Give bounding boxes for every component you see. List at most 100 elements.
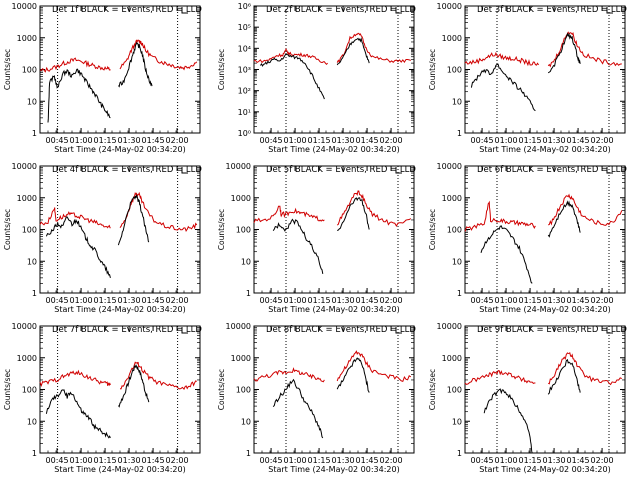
panel-title: Det 2f BLACK = Events, RED = LLD xyxy=(266,5,416,15)
x-axis-label: Start Time (24-May-02 00:34:20) xyxy=(54,145,185,154)
lld-series-line-2 xyxy=(336,190,412,228)
events-series-line-2 xyxy=(336,37,370,66)
y-tick-label: 1000 xyxy=(17,354,37,363)
panel-title: Det 8f BLACK = Events, RED = LLD xyxy=(266,325,416,335)
lld-series-line-2 xyxy=(336,350,412,383)
y-tick-label: 10 xyxy=(241,417,251,426)
x-tick-label: 00:45 xyxy=(260,456,283,465)
panel-title: Det 6f BLACK = Events, RED = LLD xyxy=(477,165,627,175)
panel-title: Det 7f BLACK = Events, RED = LLD xyxy=(52,325,202,335)
legend-marker xyxy=(395,167,402,174)
x-tick-label: 00:45 xyxy=(471,296,494,305)
detector-panel-5: Det 5f BLACK = Events, RED = LLD 1 10 100 10… xyxy=(217,162,416,314)
y-tick-label: 10 xyxy=(452,417,462,426)
legend-marker xyxy=(606,167,613,174)
plot-frame xyxy=(253,325,415,454)
x-tick-label: 01:30 xyxy=(332,296,355,305)
x-tick-label: 01:00 xyxy=(495,296,518,305)
y-tick-label: 1 xyxy=(32,449,37,458)
y-tick-label: 100 xyxy=(236,226,251,235)
events-series-line-2 xyxy=(547,32,581,74)
events-series-line-2 xyxy=(118,364,150,408)
y-axis-label: Counts/sec xyxy=(428,209,437,250)
x-tick-label: 01:45 xyxy=(567,296,590,305)
x-tick-label: 01:45 xyxy=(142,456,165,465)
y-tick-label: 1 xyxy=(457,449,462,458)
y-axis-label: Counts/sec xyxy=(217,369,226,410)
x-tick-label: 01:15 xyxy=(519,296,542,305)
y-tick-label: 1000 xyxy=(231,354,251,363)
x-tick-label: 00:45 xyxy=(471,136,494,145)
y-tick-label: 10000 xyxy=(226,322,251,331)
y-tick-label: 100 xyxy=(22,386,37,395)
x-tick-label: 02:00 xyxy=(591,136,614,145)
events-series-line-1 xyxy=(470,63,536,112)
x-tick-label: 01:45 xyxy=(142,296,165,305)
y-axis-label: Counts/sec xyxy=(428,49,437,90)
x-axis-label: Start Time (24-May-02 00:34:20) xyxy=(268,305,399,314)
lld-series-line-2 xyxy=(119,39,198,71)
y-tick-label: 1000 xyxy=(231,194,251,203)
x-axis-label: Start Time (24-May-02 00:34:20) xyxy=(268,465,399,474)
lld-series-line-1 xyxy=(39,207,111,229)
lld-series-line-2 xyxy=(548,193,623,226)
panel-title: Det 3f BLACK = Events, RED = LLD xyxy=(477,5,627,15)
x-tick-label: 01:15 xyxy=(94,296,117,305)
x-tick-label: 01:15 xyxy=(94,136,117,145)
x-tick-label: 01:15 xyxy=(308,296,331,305)
x-axis-label: Start Time (24-May-02 00:34:20) xyxy=(54,465,185,474)
plot-frame xyxy=(464,5,626,134)
events-series-line-2 xyxy=(337,197,370,231)
events-series-line-1 xyxy=(272,378,324,439)
y-tick-label: 10⁴ xyxy=(238,44,251,53)
x-tick-label: 01:45 xyxy=(142,136,165,145)
plot-frame xyxy=(253,5,415,134)
x-tick-label: 02:00 xyxy=(380,136,403,145)
y-axis-label: Counts/sec xyxy=(3,369,12,410)
y-tick-label: 1 xyxy=(32,289,37,298)
y-tick-label: 1 xyxy=(246,449,251,458)
y-tick-label: 10000 xyxy=(437,322,462,331)
y-tick-label: 10000 xyxy=(12,322,37,331)
x-axis-label: Start Time (24-May-02 00:34:20) xyxy=(479,465,610,474)
y-tick-label: 100 xyxy=(447,66,462,75)
x-tick-label: 02:00 xyxy=(166,456,189,465)
y-tick-label: 1 xyxy=(457,289,462,298)
x-tick-label: 01:30 xyxy=(332,136,355,145)
x-tick-label: 01:00 xyxy=(495,136,518,145)
lld-series-line-1 xyxy=(464,370,536,385)
events-series-line-1 xyxy=(483,388,533,454)
lld-series-line-1 xyxy=(253,205,325,223)
lld-series-line-2 xyxy=(119,191,198,232)
plot-frame xyxy=(464,325,626,454)
y-tick-label: 1 xyxy=(32,129,37,138)
y-tick-label: 1000 xyxy=(442,194,462,203)
x-tick-label: 00:45 xyxy=(260,136,283,145)
x-tick-label: 01:30 xyxy=(332,456,355,465)
y-tick-label: 1 xyxy=(457,129,462,138)
detector-panel-3: Det 3f BLACK = Events, RED = LLD 1 10 100 10… xyxy=(428,2,627,154)
y-tick-label: 10 xyxy=(452,257,462,266)
y-axis-label: Counts/sec xyxy=(217,49,226,90)
y-tick-label: 100 xyxy=(22,226,37,235)
legend-marker xyxy=(606,327,613,334)
x-tick-label: 02:00 xyxy=(166,296,189,305)
x-tick-label: 00:45 xyxy=(260,296,283,305)
events-series-line-2 xyxy=(547,358,581,395)
y-tick-label: 1000 xyxy=(17,34,37,43)
events-series-line-2 xyxy=(547,200,581,238)
y-tick-label: 10 xyxy=(27,97,37,106)
panel-title: Det 4f BLACK = Events, RED = LLD xyxy=(52,165,202,175)
lld-series-line-2 xyxy=(119,361,198,390)
x-tick-label: 01:15 xyxy=(519,456,542,465)
legend-marker xyxy=(606,7,613,14)
x-tick-label: 01:00 xyxy=(70,456,93,465)
x-tick-label: 01:00 xyxy=(70,136,93,145)
y-axis-label: Counts/sec xyxy=(217,209,226,250)
y-tick-label: 10 xyxy=(241,257,251,266)
x-tick-label: 02:00 xyxy=(166,136,189,145)
y-tick-label: 10⁶ xyxy=(238,2,251,11)
detector-panel-9: Det 9f BLACK = Events, RED = LLD 1 10 100 10… xyxy=(428,322,627,474)
x-tick-label: 00:45 xyxy=(46,296,69,305)
y-tick-label: 100 xyxy=(22,66,37,75)
